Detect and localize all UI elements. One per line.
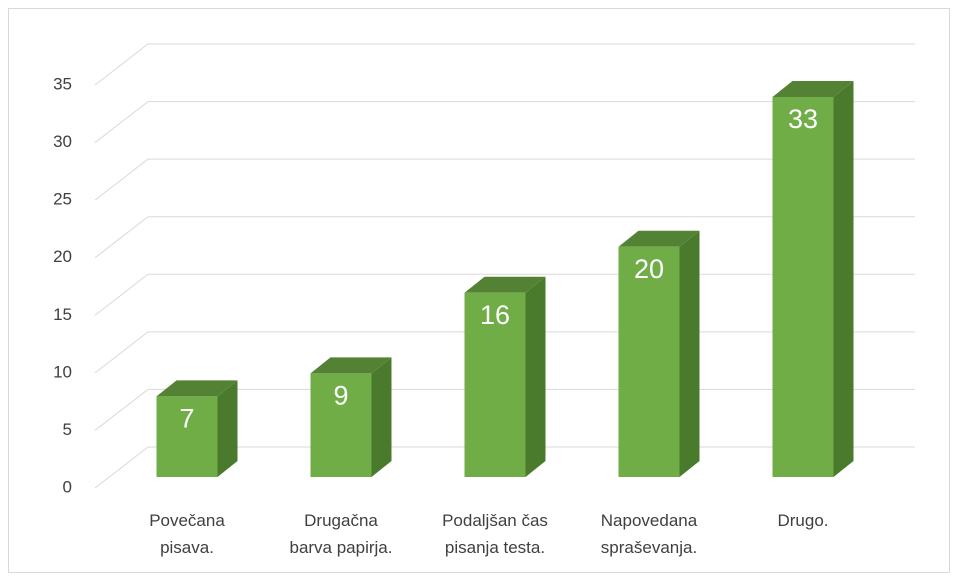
x-tick-label: Drugo. bbox=[777, 511, 829, 530]
bar-top bbox=[618, 230, 700, 247]
bar-side bbox=[525, 276, 546, 477]
y-tick-label: 35 bbox=[53, 74, 72, 93]
grid-line bbox=[94, 216, 915, 259]
data-label: 20 bbox=[634, 254, 664, 284]
bar bbox=[618, 230, 700, 477]
grid-line bbox=[94, 158, 915, 201]
y-tick-label: 30 bbox=[53, 132, 72, 151]
data-label: 16 bbox=[480, 300, 510, 330]
grid-line bbox=[94, 43, 915, 86]
y-tick-label: 5 bbox=[63, 420, 72, 439]
x-tick-label: Drugačna barva papirja. bbox=[289, 511, 393, 557]
x-tick-label: Povečana pisava. bbox=[149, 511, 225, 557]
bar-top bbox=[156, 380, 238, 397]
bar-front bbox=[156, 396, 218, 477]
bar-front bbox=[464, 292, 526, 477]
bar-top bbox=[464, 276, 546, 293]
bar bbox=[772, 81, 854, 478]
bar-front bbox=[310, 373, 372, 477]
y-tick-label: 0 bbox=[63, 477, 72, 496]
bar-top bbox=[310, 357, 392, 374]
y-tick-label: 25 bbox=[53, 190, 72, 209]
grid-line bbox=[94, 101, 915, 143]
data-label: 9 bbox=[333, 380, 348, 410]
x-tick-label: Napovedana spraševanja. bbox=[600, 511, 698, 557]
y-tick-label: 15 bbox=[53, 305, 72, 324]
bar-side bbox=[833, 81, 854, 478]
data-label: 7 bbox=[179, 404, 194, 434]
bar bbox=[310, 357, 392, 477]
bar-side bbox=[217, 380, 238, 477]
y-tick-label: 10 bbox=[53, 362, 72, 381]
data-label: 33 bbox=[788, 104, 818, 134]
bar-side bbox=[371, 357, 392, 477]
bar-top bbox=[772, 81, 854, 98]
bar-front bbox=[618, 246, 680, 477]
y-tick-label: 20 bbox=[53, 247, 72, 266]
bar-side bbox=[679, 230, 700, 477]
x-tick-label: Podaljšan čas pisanja testa. bbox=[442, 511, 548, 557]
bar bbox=[464, 276, 546, 477]
bar-front bbox=[772, 97, 834, 478]
bar bbox=[156, 380, 238, 477]
